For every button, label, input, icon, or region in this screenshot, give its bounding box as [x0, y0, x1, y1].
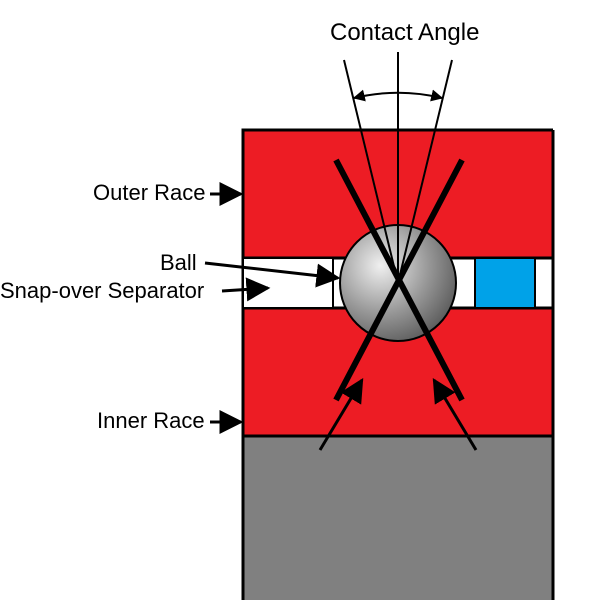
snap-over-separator-label: Snap-over Separator [0, 278, 204, 303]
contact-angle-label: Contact Angle [330, 19, 479, 46]
separator-left [243, 258, 333, 308]
outer-race-label: Outer Race [93, 180, 206, 205]
snap-over-separator-insert [475, 258, 535, 308]
ball-label: Ball [160, 250, 197, 275]
bearing-diagram: Contact Angle Outer Race Ball Snap-over … [0, 0, 600, 600]
shaft [243, 436, 573, 600]
inner-race-label: Inner Race [97, 408, 205, 433]
